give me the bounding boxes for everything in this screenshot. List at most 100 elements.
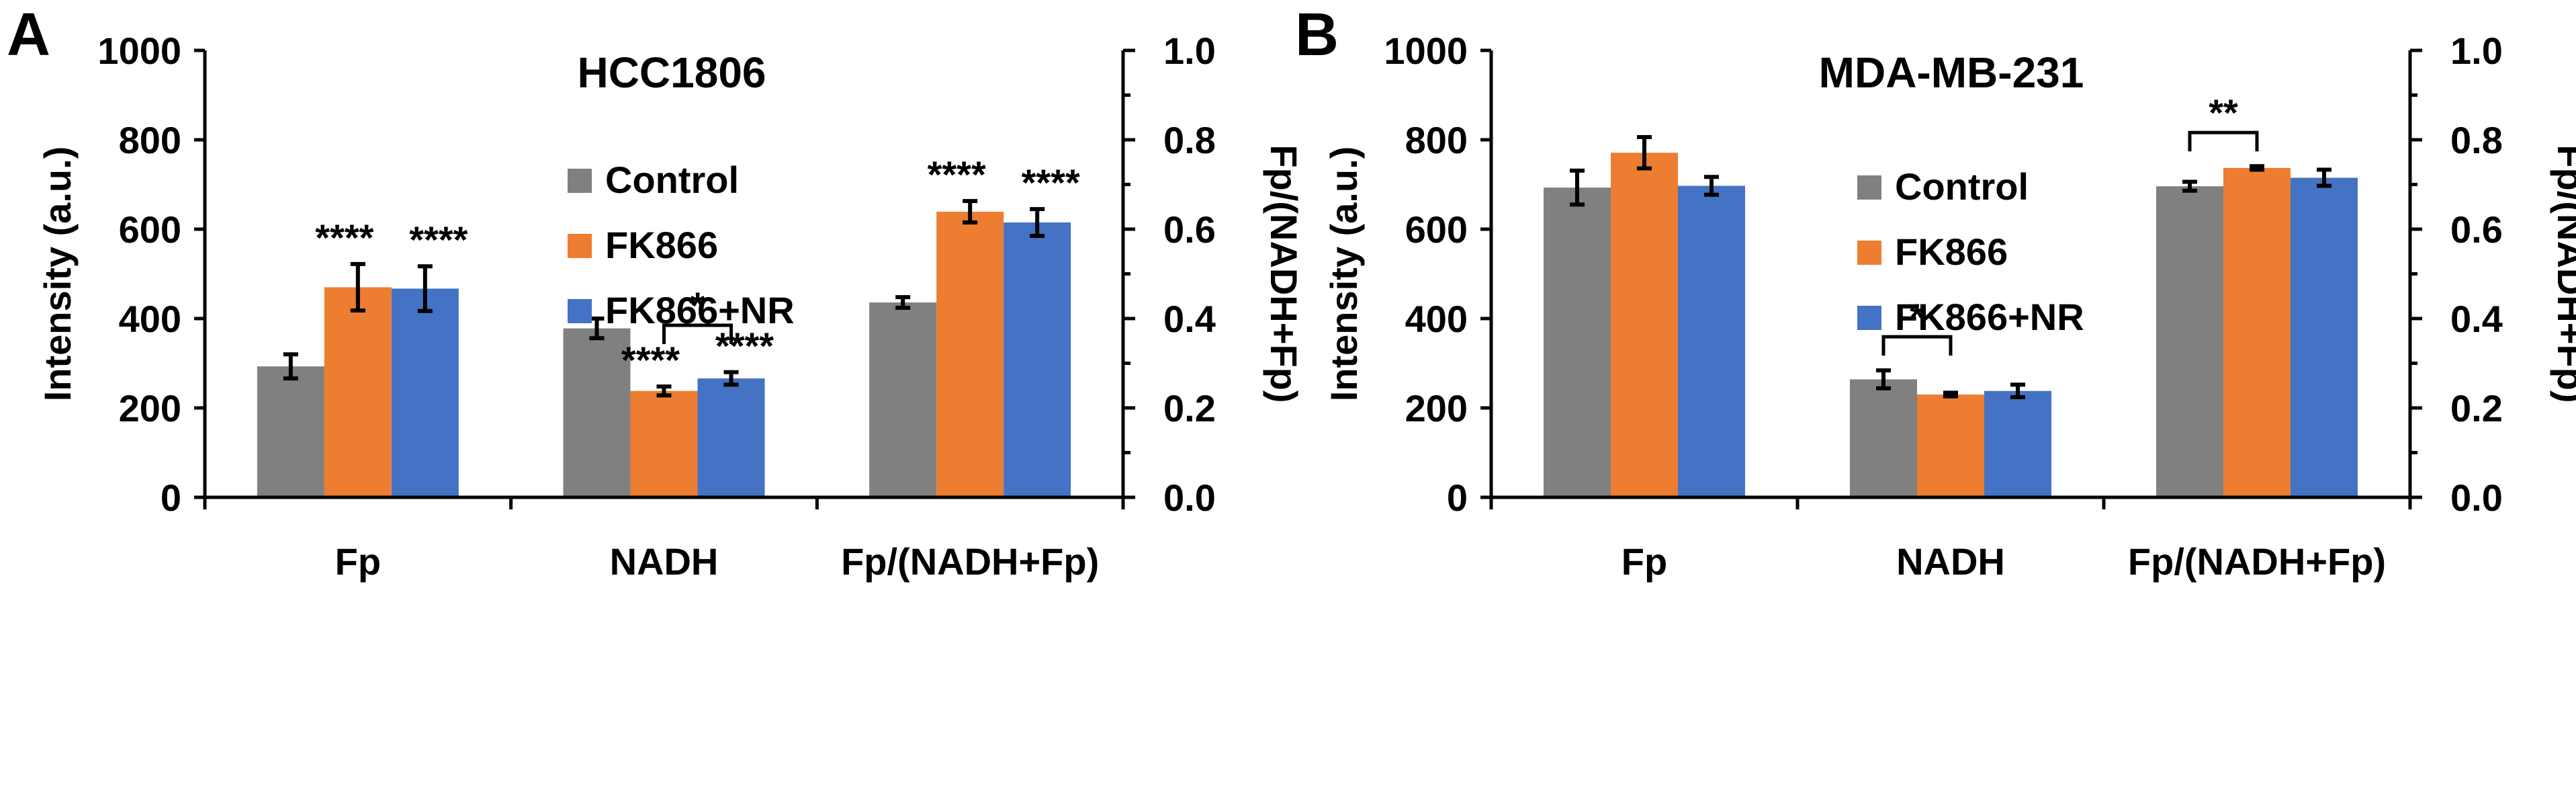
y-tick-label: 600: [119, 208, 181, 251]
y-tick-label: 200: [119, 387, 181, 429]
y-tick-label: 600: [1405, 208, 1468, 251]
y2-tick-label: 1.0: [1163, 30, 1216, 72]
y2-tick-label: 0.0: [1163, 476, 1216, 519]
error-bar: [963, 199, 978, 225]
error-bar: [2317, 167, 2331, 188]
chart-title: HCC1806: [577, 48, 766, 97]
y-tick-label: 0: [1447, 476, 1468, 519]
bar-fk866-fp: [1611, 153, 1678, 497]
y2-tick-label: 0.2: [1163, 387, 1216, 429]
legend-label: Control: [605, 159, 739, 201]
significance-marker: ****: [621, 339, 680, 381]
significance-marker: ****: [715, 325, 774, 367]
legend-label: FK866+NR: [1895, 296, 2084, 338]
bar-control-fp: [257, 366, 324, 497]
bar-fk866-nr-fp-nadh-fp-: [1004, 222, 1071, 497]
x-tick-label: Fp/(NADH+Fp): [841, 540, 1099, 583]
significance-bracket: [662, 323, 733, 344]
x-tick-label: Fp: [335, 540, 381, 583]
y2-tick-label: 0.0: [2450, 476, 2503, 519]
error-bar: [723, 370, 739, 387]
y2-tick-label: 0.8: [2450, 119, 2503, 161]
error-bar: [1704, 175, 1719, 197]
error-bar: [2010, 382, 2025, 400]
legend-swatch: [568, 234, 592, 258]
y-tick-label: 1000: [97, 30, 181, 72]
bar-fk866-nr-fp: [391, 288, 459, 497]
y-tick-label: 400: [119, 298, 181, 340]
x-tick-label: NADH: [1896, 540, 2005, 583]
error-bar: [656, 384, 672, 398]
legend-label: Control: [1895, 165, 2029, 208]
bar-control-fp: [1544, 188, 1611, 497]
bar-control-fp-nadh-fp-: [2156, 186, 2223, 497]
panel-letter: B: [1295, 1, 1339, 69]
y2-tick-label: 0.2: [2450, 387, 2503, 429]
significance-bracket: [1881, 335, 1953, 356]
error-bar: [895, 295, 911, 310]
significance-marker: ****: [1022, 161, 1080, 204]
y-tick-label: 200: [1405, 387, 1468, 429]
bar-fk866-fp: [324, 287, 392, 497]
y-tick-label: 400: [1405, 298, 1468, 340]
chart-title: MDA-MB-231: [1819, 48, 2084, 97]
legend-swatch: [568, 169, 592, 193]
bar-fk866-nadh: [1917, 394, 1984, 497]
legend-label: FK866: [605, 224, 718, 266]
legend-swatch: [1857, 306, 1881, 330]
bar-fk866-nr-nadh: [697, 378, 765, 497]
x-tick-label: NADH: [610, 540, 719, 583]
error-bar: [1943, 390, 1958, 399]
y-tick-label: 800: [1405, 119, 1468, 161]
y2-tick-label: 1.0: [2450, 30, 2503, 72]
legend-swatch: [1857, 241, 1881, 265]
y-tick-label: 1000: [1384, 30, 1468, 72]
y-axis-title: Intensity (a.u.): [1323, 147, 1365, 402]
chart-panel-a: A HCC1806 0 200 400 600 800 1000 0.0 0.2 0.4 0.6 0.8…: [7, 1, 1305, 583]
error-bar: [589, 317, 605, 341]
bar-control-fp-nadh-fp-: [869, 302, 937, 497]
error-bar: [1570, 168, 1585, 207]
y2-tick-label: 0.4: [2450, 298, 2503, 340]
legend-swatch: [568, 299, 592, 323]
y2-axis-title: Fp/(NADH+Fp): [2550, 144, 2576, 403]
legend-label: FK866: [1895, 231, 2008, 273]
significance-marker: *: [1910, 296, 1924, 338]
significance-marker: ****: [315, 216, 373, 259]
y-tick-label: 800: [119, 119, 181, 161]
significance-marker: ****: [928, 153, 986, 196]
bar-fk866-nr-nadh: [1984, 390, 2051, 497]
error-bar: [2182, 179, 2197, 193]
bar-fk866-nr-fp-nadh-fp-: [2291, 177, 2358, 497]
y2-tick-label: 0.6: [1163, 208, 1216, 251]
error-bar: [1876, 368, 1891, 390]
x-tick-label: Fp/(NADH+Fp): [2128, 540, 2386, 583]
legend: Control FK866 FK866+NR: [1857, 165, 2084, 338]
y-axis-title: Intensity (a.u.): [36, 147, 79, 402]
error-bar: [417, 264, 433, 313]
error-bar: [1637, 135, 1652, 171]
bar-fk866-nadh: [630, 390, 698, 497]
bar-fk866-fp-nadh-fp-: [936, 212, 1004, 497]
bar-control-nadh: [1850, 379, 1917, 497]
significance-bracket: [2188, 130, 2259, 152]
bar-fk866-nr-fp: [1678, 185, 1745, 497]
significance-marker: *: [691, 284, 705, 327]
error-bar: [1030, 207, 1045, 238]
error-bar: [2250, 164, 2264, 172]
y-tick-label: 0: [161, 476, 181, 519]
bar-fk866-fp-nadh-fp-: [2223, 167, 2291, 497]
y2-tick-label: 0.6: [2450, 208, 2503, 251]
x-tick-label: Fp: [1622, 540, 1667, 583]
legend-swatch: [1857, 175, 1881, 200]
chart-panel-b: B MDA-MB-231 0 200 400 600 800 1000 0.0 0.2 0.4 0.6…: [1295, 1, 2576, 583]
y2-tick-label: 0.8: [1163, 119, 1216, 161]
y2-axis-title: Fp/(NADH+Fp): [1263, 144, 1305, 403]
significance-marker: **: [2209, 91, 2238, 134]
error-bar: [350, 261, 365, 313]
panel-letter: A: [7, 1, 50, 69]
bar-control-nadh: [563, 328, 631, 497]
y2-tick-label: 0.4: [1163, 298, 1216, 340]
